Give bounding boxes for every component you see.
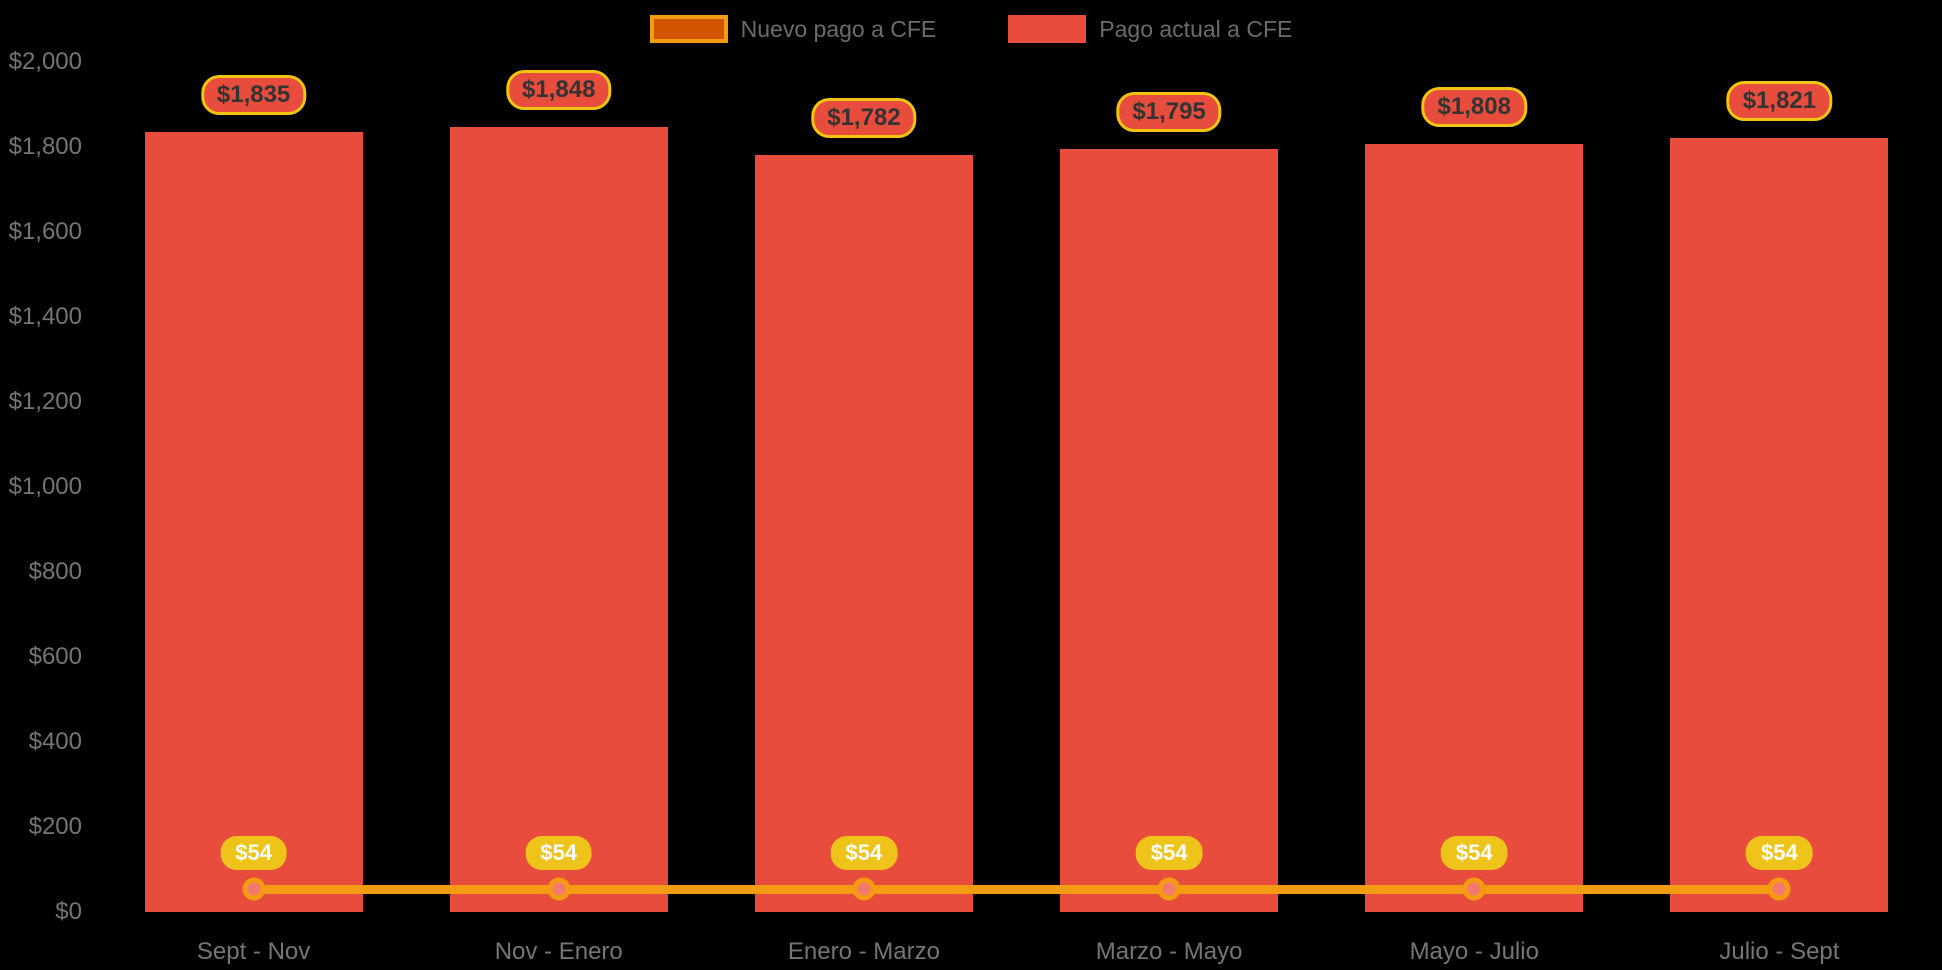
x-axis-label-nov-enero: Nov - Enero — [494, 938, 623, 965]
y-axis-tick-label: $200 — [28, 813, 82, 840]
line-point-marzo-mayo[interactable] — [1157, 877, 1181, 901]
x-axis-label-julio-sept: Julio - Sept — [1719, 938, 1840, 965]
line-value-label: $54 — [1746, 836, 1813, 871]
line-point-julio-sept[interactable] — [1767, 877, 1791, 901]
y-axis-tick-label: $1,200 — [8, 388, 82, 415]
legend-swatch-icon — [649, 15, 728, 43]
y-axis-tick-label: $1,800 — [8, 133, 82, 160]
y-axis-tick-label: $800 — [28, 558, 82, 585]
line-value-label: $54 — [525, 836, 593, 871]
legend-swatch-icon — [1008, 15, 1087, 43]
x-axis-label-enero-marzo: Enero - Marzo — [787, 938, 940, 965]
bar-nov-enero[interactable] — [449, 126, 668, 912]
line-value-label: $54 — [220, 836, 287, 871]
bar-value-label: $1,821 — [1726, 81, 1833, 122]
x-axis-label-sept-nov: Sept - Nov — [196, 938, 311, 965]
y-axis-tick-label: $1,000 — [8, 473, 82, 500]
bar-value-label: $1,835 — [200, 75, 307, 116]
y-axis-tick-label: $2,000 — [8, 48, 82, 75]
line-point-sept-nov[interactable] — [242, 877, 266, 901]
line-value-label: $54 — [830, 836, 898, 871]
line-point-nov-enero[interactable] — [547, 877, 571, 901]
y-axis-tick-label: $400 — [28, 728, 82, 755]
line-path — [253, 884, 1780, 894]
line-point-enero-marzo[interactable] — [852, 877, 876, 901]
line-value-label: $54 — [1135, 836, 1203, 871]
bar-value-label: $1,795 — [1116, 92, 1222, 133]
x-axis-label-marzo-mayo: Marzo - Mayo — [1095, 938, 1243, 965]
legend-label: Pago actual a CFE — [1099, 15, 1293, 42]
line-value-label: $54 — [1440, 836, 1508, 871]
bar-value-label: $1,808 — [1421, 86, 1527, 127]
bar-enero-marzo[interactable] — [754, 154, 973, 912]
y-axis-tick-label: $600 — [28, 643, 82, 670]
bar-value-label: $1,848 — [506, 69, 612, 110]
chart-legend: Nuevo pago a CFE Pago actual a CFE — [0, 15, 1942, 43]
line-point-mayo-julio[interactable] — [1462, 877, 1486, 901]
bar-marzo-mayo[interactable] — [1060, 149, 1279, 912]
bar-sept-nov[interactable] — [144, 132, 363, 912]
y-axis-tick-label: $1,400 — [8, 303, 82, 330]
bar-mayo-julio[interactable] — [1365, 143, 1584, 912]
y-axis-tick-label: $0 — [55, 898, 82, 925]
bar-julio-sept[interactable] — [1670, 138, 1889, 912]
bar-value-label: $1,782 — [811, 97, 917, 138]
legend-label: Nuevo pago a CFE — [740, 15, 937, 42]
x-axis-label-mayo-julio: Mayo - Julio — [1409, 938, 1539, 965]
y-axis-tick-label: $1,600 — [8, 218, 82, 245]
legend-item-nuevo-pago-a-cfe[interactable]: Nuevo pago a CFE — [649, 15, 937, 43]
legend-item-pago-actual-a-cfe[interactable]: Pago actual a CFE — [1008, 15, 1292, 43]
